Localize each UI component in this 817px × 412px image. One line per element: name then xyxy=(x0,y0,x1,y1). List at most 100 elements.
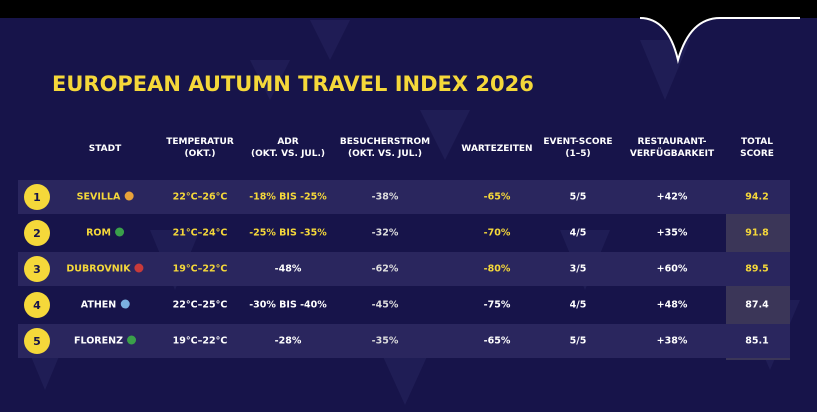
cell-text: -28% xyxy=(274,335,302,347)
cell-text: FLORENZ xyxy=(74,335,123,347)
cell: -48% xyxy=(275,264,302,275)
column-header: TEMPERATUR (OKT.) xyxy=(166,136,234,160)
cell-text: -48% xyxy=(274,263,302,275)
cell: +48% xyxy=(657,300,688,311)
header-line: VERFÜGBARKEIT xyxy=(629,149,715,159)
cell-text: -30% BIS -40% xyxy=(249,299,327,311)
rank-badge: 1 xyxy=(24,184,50,210)
cell-text: -62% xyxy=(371,263,399,275)
flag-icon xyxy=(114,227,124,237)
column-header: EVENT-SCORE (1–5) xyxy=(543,136,612,160)
title: EUROPEAN AUTUMN TRAVEL INDEX 2026 xyxy=(52,72,534,96)
cell-text: -65% xyxy=(483,335,511,347)
cell-text: +42% xyxy=(656,191,688,203)
cell: 87.4 xyxy=(745,300,768,311)
cell-text: 19°C–22°C xyxy=(172,335,228,347)
header-line: EVENT-SCORE xyxy=(543,137,613,147)
cell-text: -38% xyxy=(371,191,399,203)
cell: +42% xyxy=(657,192,688,203)
flag-icon xyxy=(134,263,144,273)
column-header: BESUCHERSTROM (OKT. VS. JUL.) xyxy=(340,136,430,160)
cell: 19°C–22°C xyxy=(173,264,228,275)
cell: -38% xyxy=(372,192,399,203)
cell: 21°C–24°C xyxy=(173,228,228,239)
cell: -65% xyxy=(484,192,511,203)
cell: -30% BIS -40% xyxy=(249,300,327,311)
cell: 22°C–25°C xyxy=(173,300,228,311)
cell: -45% xyxy=(372,300,399,311)
city-name: ATHEN xyxy=(80,299,130,311)
cell-text: +35% xyxy=(656,227,688,239)
header-line: TEMPERATUR xyxy=(166,137,234,147)
flag-icon xyxy=(124,191,134,201)
cell-text: -18% BIS -25% xyxy=(249,191,327,203)
header-line: WARTEZEITEN xyxy=(461,144,533,154)
column-header: TOTAL SCORE xyxy=(740,136,774,160)
cell: 3/5 xyxy=(570,264,587,275)
cell: 22°C–26°C xyxy=(173,192,228,203)
cell-text: 94.2 xyxy=(745,191,769,203)
cell: -32% xyxy=(372,228,399,239)
cell-text: 5/5 xyxy=(569,335,587,347)
cell: +35% xyxy=(657,228,688,239)
header-line: STADT xyxy=(88,144,122,154)
cell-text: DUBROVNIK xyxy=(66,263,131,275)
header-line: ADR xyxy=(277,137,299,147)
cell-text: SEVILLA xyxy=(76,191,121,203)
header-line: RESTAURANT- xyxy=(637,137,707,147)
cell-text: +60% xyxy=(656,263,688,275)
flag-icon xyxy=(126,335,136,345)
cell-text: 87.4 xyxy=(745,299,769,311)
cell-text: 21°C–24°C xyxy=(172,227,228,239)
cell-text: -75% xyxy=(483,299,511,311)
cell-text: 91.8 xyxy=(745,227,769,239)
city-name: ROM xyxy=(86,227,124,239)
cell: +38% xyxy=(657,336,688,347)
cell: 4/5 xyxy=(570,300,587,311)
cell-text: 22°C–26°C xyxy=(172,191,228,203)
cell-text: ATHEN xyxy=(80,299,117,311)
rank-badge: 4 xyxy=(24,292,50,318)
header-line: (OKT.) xyxy=(184,149,216,159)
city-name: SEVILLA xyxy=(76,191,134,203)
header-line: TOTAL xyxy=(741,137,773,147)
row-band xyxy=(18,324,790,358)
row-band xyxy=(18,252,790,286)
cell-text: -32% xyxy=(371,227,399,239)
column-header: RESTAURANT- VERFÜGBARKEIT xyxy=(630,136,714,160)
cell: -80% xyxy=(484,264,511,275)
cell: -65% xyxy=(484,336,511,347)
cell: 5/5 xyxy=(570,192,587,203)
cell: -18% BIS -25% xyxy=(249,192,327,203)
cell: 19°C–22°C xyxy=(173,336,228,347)
flag-icon xyxy=(120,299,130,309)
header-line: (1–5) xyxy=(565,149,591,159)
cell-text: +38% xyxy=(656,335,688,347)
city-name: DUBROVNIK xyxy=(66,263,144,275)
cell-text: -65% xyxy=(483,191,511,203)
cell-text: -70% xyxy=(483,227,511,239)
cell: -70% xyxy=(484,228,511,239)
column-header: ADR (OKT. VS. JUL.) xyxy=(251,136,325,160)
rank-badge: 5 xyxy=(24,328,50,354)
cell: 4/5 xyxy=(570,228,587,239)
cell: 5/5 xyxy=(570,336,587,347)
cell: 89.5 xyxy=(745,264,768,275)
row-band xyxy=(18,180,790,214)
cell-text: -45% xyxy=(371,299,399,311)
cell: 91.8 xyxy=(745,228,768,239)
cell-text: 22°C–25°C xyxy=(172,299,228,311)
cell-text: 4/5 xyxy=(569,299,587,311)
cell: 94.2 xyxy=(745,192,768,203)
cell: -75% xyxy=(484,300,511,311)
cell-text: 3/5 xyxy=(569,263,587,275)
header-line: (OKT. VS. JUL.) xyxy=(347,149,422,159)
rank-badge: 3 xyxy=(24,256,50,282)
rank-badge: 2 xyxy=(24,220,50,246)
cell: -62% xyxy=(372,264,399,275)
header-line: BESUCHERSTROM xyxy=(339,137,431,147)
header-line: (OKT. VS. JUL.) xyxy=(251,149,325,159)
header-line: SCORE xyxy=(740,149,774,159)
cell-text: -80% xyxy=(483,263,511,275)
